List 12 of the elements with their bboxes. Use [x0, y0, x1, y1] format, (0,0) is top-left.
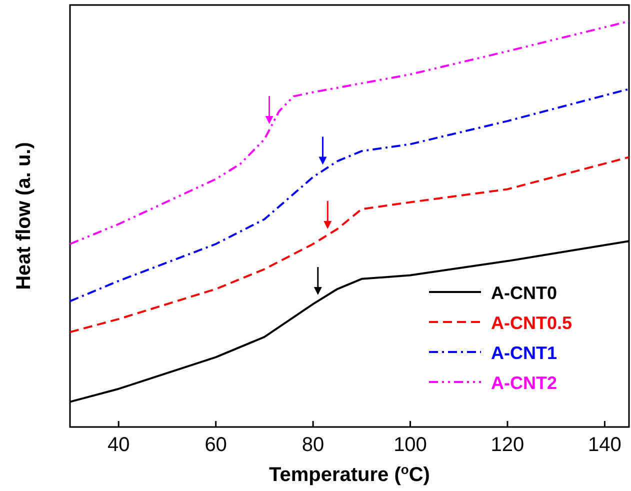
x-tick-label: 120 [490, 434, 524, 456]
y-axis-title: Heat flow (a. u.) [13, 142, 35, 290]
x-tick-label: 40 [107, 434, 130, 456]
legend-label: A-CNT0 [491, 283, 557, 303]
legend-label: A-CNT0.5 [491, 313, 572, 333]
x-tick-label: 60 [204, 434, 227, 456]
legend-label: A-CNT1 [491, 343, 557, 363]
x-axis-title: Temperature ($^{o}$C) [269, 462, 430, 486]
legend-label: A-CNT2 [491, 373, 557, 393]
x-tick-label: 100 [394, 434, 427, 456]
x-tick-label: 140 [588, 434, 622, 456]
x-tick-label: 80 [302, 434, 324, 456]
